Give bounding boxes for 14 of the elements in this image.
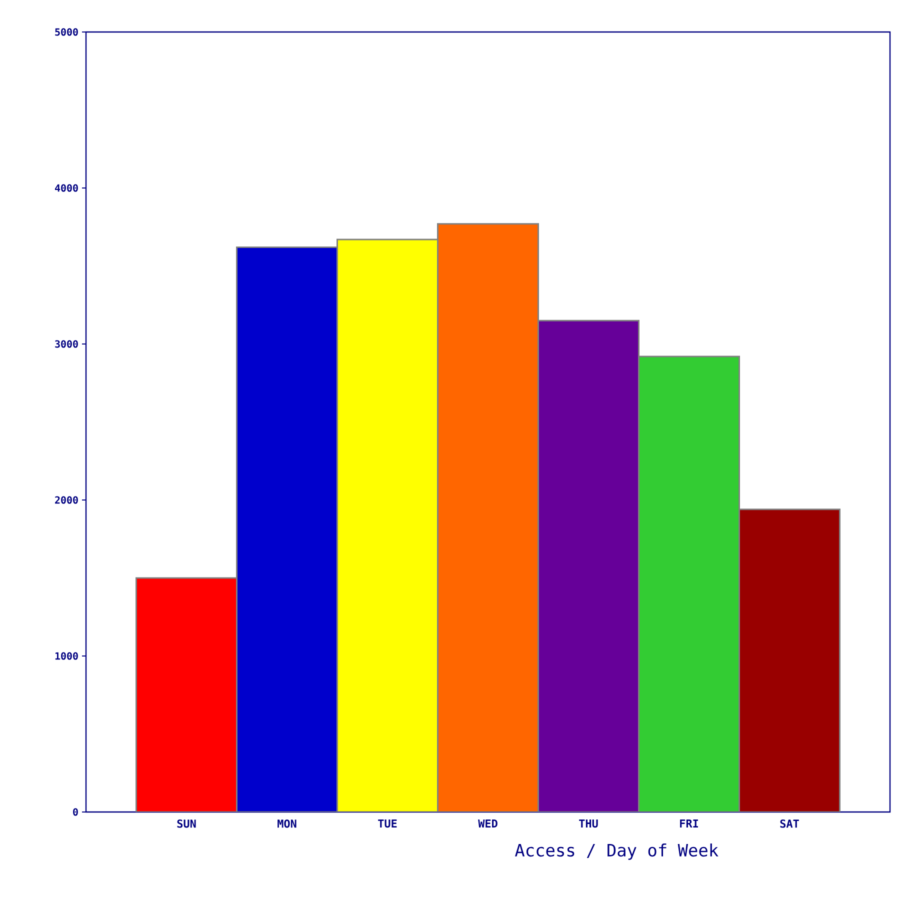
y-tick-label: 4000 <box>54 184 78 192</box>
y-tick-label: 3000 <box>55 340 78 348</box>
y-tick-label: 5000 <box>55 28 78 36</box>
x-tick-label: FRI <box>680 820 698 828</box>
x-tick-label: MON <box>278 820 296 828</box>
x-tick-label: WED <box>478 820 498 828</box>
y-tick-label: 2000 <box>55 496 78 504</box>
x-tick-label: SAT <box>780 820 799 828</box>
x-tick-label: TUE <box>378 820 397 828</box>
x-axis-title: Access / Day of Week <box>514 843 718 860</box>
x-tick-label: THU <box>579 820 598 828</box>
y-tick-label: 1000 <box>55 652 78 660</box>
y-tick-label: 0 <box>73 808 78 816</box>
x-tick-label: SUN <box>177 820 196 828</box>
